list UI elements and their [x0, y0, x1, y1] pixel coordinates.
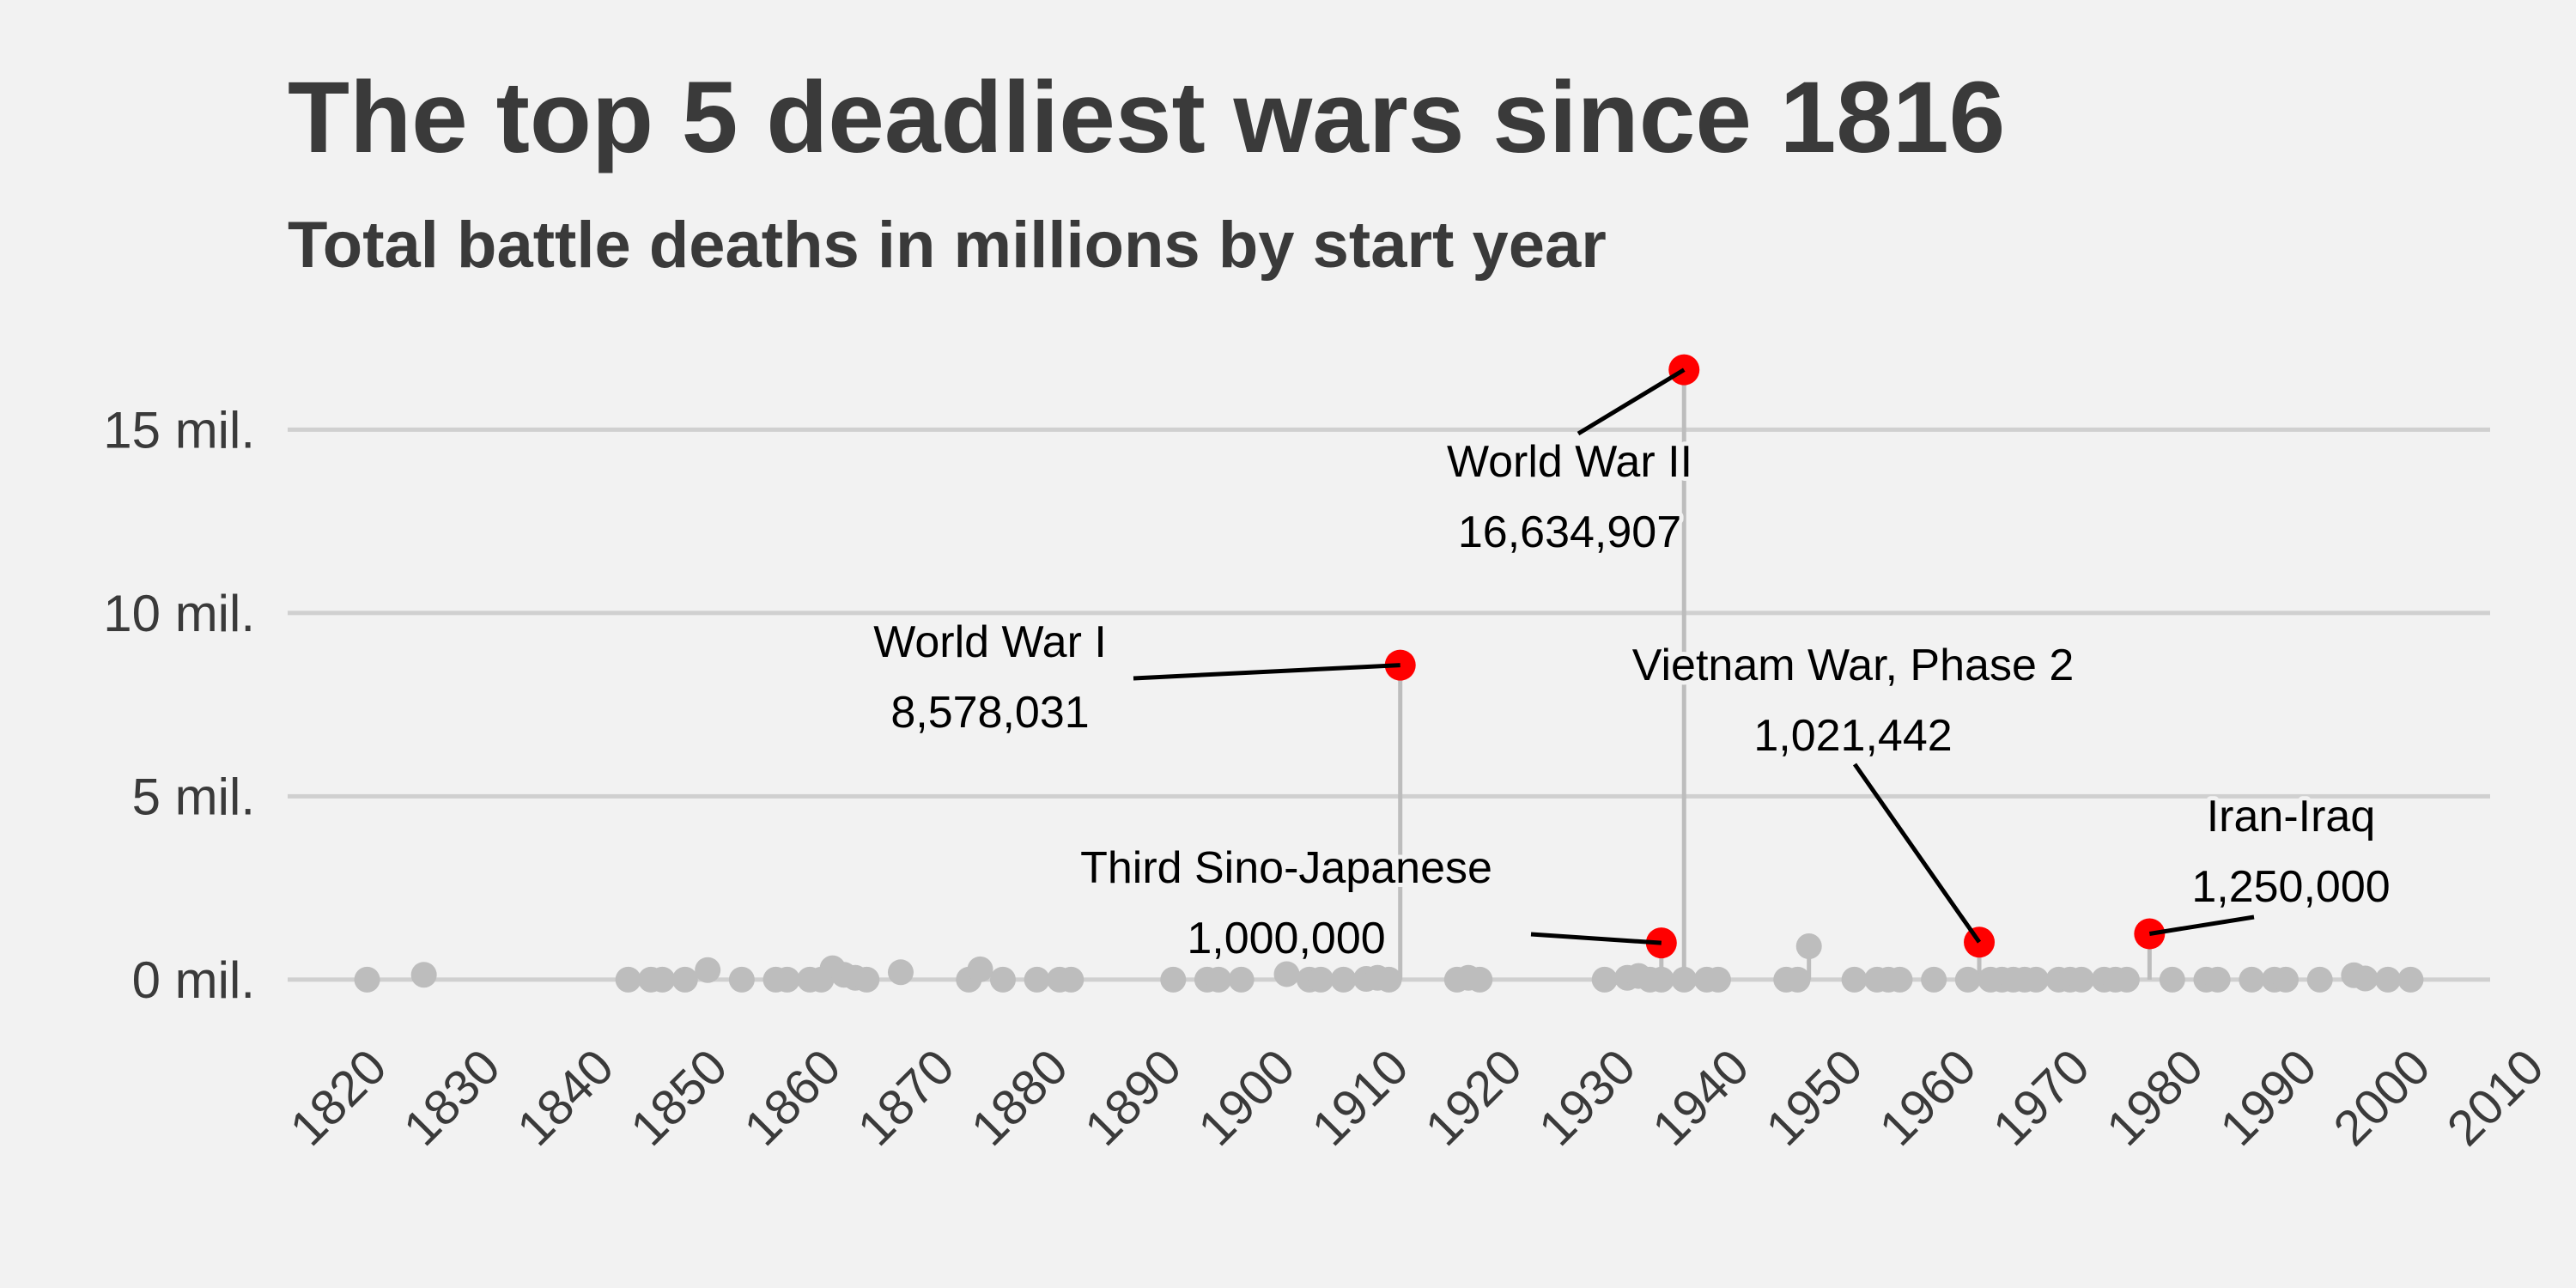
war-point: [2273, 966, 2300, 993]
war-point: [410, 962, 437, 988]
war-point: [615, 966, 641, 993]
war-point: [1376, 966, 1402, 993]
war-point: [2159, 966, 2185, 993]
war-point: [2204, 966, 2231, 993]
x-tick-label: 1850: [620, 1039, 738, 1157]
annotation-war-name: World War I: [873, 617, 1107, 667]
annotation-death-count: 1,021,442: [1753, 711, 1952, 761]
war-point: [2113, 966, 2140, 993]
y-tick-label: 5 mil.: [132, 768, 255, 825]
war-point: [1795, 933, 1822, 959]
x-tick-label: 1870: [848, 1039, 965, 1157]
x-tick-label: 1950: [1755, 1039, 1873, 1157]
war-point: [695, 957, 721, 983]
point-layer: [354, 354, 2424, 993]
x-tick-label: 1840: [507, 1039, 624, 1157]
x-tick-label: 1880: [961, 1039, 1078, 1157]
annotation-war-name: World War II: [1447, 437, 1692, 487]
chart-subtitle: Total battle deaths in millions by start…: [288, 209, 1607, 282]
x-tick-label: 1940: [1642, 1039, 1759, 1157]
war-point: [1841, 966, 1868, 993]
war-point: [1648, 966, 1674, 993]
annotation-leader: [1133, 663, 1400, 681]
chart-title: The top 5 deadliest wars since 1816: [288, 61, 2006, 174]
x-tick-label: 1860: [733, 1039, 851, 1157]
war-point: [1591, 966, 1618, 993]
x-tick-label: 1820: [279, 1039, 397, 1157]
war-point: [854, 966, 880, 993]
x-tick-label: 2010: [2437, 1039, 2555, 1157]
war-point: [1160, 966, 1187, 993]
war-point: [1704, 966, 1731, 993]
x-tick-label: 2000: [2323, 1039, 2440, 1157]
war-point: [1671, 966, 1698, 993]
war-point: [1330, 966, 1357, 993]
war-point: [1886, 966, 1913, 993]
war-point: [671, 966, 698, 993]
x-tick-label: 1910: [1301, 1039, 1419, 1157]
war-point: [1954, 966, 1981, 993]
y-tick-label: 0 mil.: [132, 951, 255, 1009]
war-point: [1784, 966, 1811, 993]
x-tick-label: 1920: [1415, 1039, 1533, 1157]
annotation-leader: [1530, 932, 1662, 945]
annotation-death-count: 16,634,907: [1458, 507, 1681, 557]
war-point: [1058, 966, 1084, 993]
war-point: [1228, 966, 1255, 993]
x-tick-label: 1930: [1528, 1039, 1646, 1157]
x-tick-label: 1980: [2096, 1039, 2214, 1157]
annotation-war-name: Vietnam War, Phase 2: [1632, 641, 2075, 690]
war-point: [1206, 966, 1232, 993]
war-point: [774, 966, 800, 993]
x-tick-label: 1900: [1188, 1039, 1305, 1157]
war-point: [728, 966, 755, 993]
war-point: [2306, 966, 2333, 993]
x-tick-label: 1830: [393, 1039, 511, 1157]
x-tick-label: 1960: [1869, 1039, 1987, 1157]
x-tick-label: 1970: [1983, 1039, 2100, 1157]
annotation-leader: [2148, 914, 2255, 936]
y-tick-label: 15 mil.: [103, 401, 255, 459]
war-point: [2397, 966, 2424, 993]
x-tick-label: 1990: [2209, 1039, 2327, 1157]
war-point: [649, 966, 676, 993]
annotation-death-count: 8,578,031: [890, 688, 1089, 738]
war-point: [1921, 966, 1947, 993]
war-point: [989, 966, 1016, 993]
war-point: [887, 959, 914, 986]
war-point: [2069, 966, 2095, 993]
annotation-death-count: 1,250,000: [2191, 862, 2390, 912]
war-point: [1273, 961, 1300, 987]
annotation-war-name: Third Sino-Japanese: [1080, 843, 1492, 893]
war-point: [967, 956, 993, 982]
war-point: [2023, 966, 2050, 993]
y-tick-label: 10 mil.: [103, 585, 255, 642]
leader-layer: [1133, 368, 2255, 945]
annotation-leader: [1852, 762, 1982, 944]
war-point: [1024, 966, 1050, 993]
x-tick-label: 1890: [1074, 1039, 1192, 1157]
war-point: [1308, 966, 1334, 993]
war-point: [2375, 966, 2402, 993]
war-point: [1467, 966, 1493, 993]
annotation-leader: [1577, 368, 1686, 436]
war-point: [2352, 965, 2379, 992]
war-point: [354, 966, 380, 993]
annotation-death-count: 1,000,000: [1187, 914, 1385, 963]
war-point: [2239, 966, 2265, 993]
text-layer: 0 mil.5 mil.10 mil.15 mil.18201830184018…: [103, 401, 2555, 1156]
annotation-war-name: Iran-Iraq: [2207, 792, 2376, 841]
grid-layer: [288, 427, 2490, 982]
